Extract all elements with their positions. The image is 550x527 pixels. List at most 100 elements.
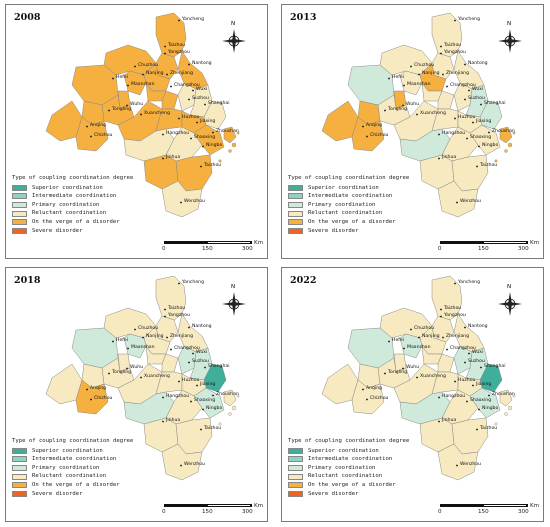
city-dot (178, 117, 180, 120)
city-label: Tongling (112, 370, 132, 375)
legend-label: Primary coordination (32, 201, 100, 208)
city-label: Tongling (112, 107, 132, 112)
legend-item: Reluctant coordination (288, 209, 409, 218)
legend-swatch (12, 456, 27, 463)
island-shape (494, 159, 498, 163)
city-dot (126, 367, 128, 370)
city-label: Tongling (388, 107, 408, 112)
city-label: Taizhou (444, 43, 462, 48)
city-dot (456, 201, 458, 204)
city-dot (86, 388, 88, 391)
map-panel-2013: Yancheng Taizhou Nantong Chuzhou Yangzhou Nan… (281, 4, 544, 259)
legend-item: On the verge of a disorder (12, 218, 133, 227)
city-dot (200, 165, 202, 168)
city-dot (142, 73, 144, 76)
city-dot (438, 396, 440, 399)
city-dot (127, 347, 129, 350)
legend-label: On the verge of a disorder (32, 481, 120, 488)
city-label: Shaoxing (470, 398, 492, 403)
city-label: Wuxi (472, 350, 484, 355)
city-dot (442, 73, 444, 76)
city-label: Wenzhou (184, 199, 206, 204)
legend-swatch (288, 465, 303, 472)
city-dot (472, 384, 474, 387)
legend-item: Intermediate coordination (12, 192, 133, 201)
island-shape (228, 412, 232, 416)
city-dot (162, 133, 164, 136)
legend: Type of coupling coordination degree Supe… (12, 174, 133, 235)
region-map (321, 275, 516, 481)
legend-label: On the verge of a disorder (32, 218, 120, 225)
map-panel-2008: Yancheng Taizhou Nantong Chuzhou Yangzhou Nan… (5, 4, 268, 259)
region-changzhou (161, 90, 179, 110)
city-dot (212, 131, 214, 134)
city-label: Jinhua (442, 155, 457, 160)
city-label: Yancheng (458, 280, 480, 285)
city-dot (90, 398, 92, 401)
city-label: Hangzhou (442, 131, 466, 136)
city-label: Ningbo (206, 143, 223, 148)
city-dot (416, 376, 418, 379)
legend-item: Intermediate coordination (288, 455, 409, 464)
legend-swatch (288, 227, 303, 234)
legend-item: Severe disorder (12, 490, 133, 499)
city-dot (190, 400, 192, 403)
city-label: Chizhou (370, 133, 389, 138)
scale-bar: 0 150 300 Km (158, 500, 264, 520)
city-label: Ningbo (482, 143, 499, 148)
island-shape (228, 149, 232, 153)
city-label: Maanshan (131, 345, 155, 350)
legend-label: Severe disorder (308, 227, 359, 234)
legend-swatch (12, 482, 27, 489)
city-dot (403, 84, 405, 87)
city-label: Wuxi (196, 87, 208, 92)
city-label: Nanjing (146, 71, 164, 76)
city-label: Wuhu (406, 102, 420, 107)
legend-swatch (12, 465, 27, 472)
city-label: Huzhou (458, 378, 476, 383)
city-dot (112, 77, 114, 80)
city-dot (488, 131, 490, 134)
city-dot (164, 315, 166, 318)
legend-swatch (288, 456, 303, 463)
legend-label: Superior coordination (32, 184, 103, 191)
city-dot (140, 376, 142, 379)
legend-label: Intermediate coordination (308, 193, 393, 200)
island-shape (236, 131, 240, 135)
city-label: Suzhou (192, 96, 209, 101)
city-label: Wuhu (406, 365, 420, 370)
city-label: Yancheng (182, 280, 204, 285)
panel-year: 2013 (290, 12, 317, 23)
city-label: Hangzhou (442, 394, 466, 399)
city-label: Chuzhou (138, 63, 159, 68)
panel-year: 2022 (290, 275, 317, 286)
region-zhoushan (223, 126, 237, 144)
city-label: Zhenjiang (170, 71, 193, 76)
city-label: Anqing (366, 123, 383, 128)
city-label: Nanjing (146, 334, 164, 339)
city-dot (402, 104, 404, 107)
city-label: Nantong (468, 324, 488, 329)
scale-bar-graphic (164, 241, 252, 244)
scale-bar: 0 150 300 Km (158, 237, 264, 257)
city-dot (442, 336, 444, 339)
city-dot (488, 394, 490, 397)
scale-bar: 0 150 300 Km (434, 500, 540, 520)
city-label: Yancheng (458, 17, 480, 22)
city-label: Changzhou (174, 83, 200, 88)
legend-label: On the verge of a disorder (308, 481, 396, 488)
city-label: Jiaxing (200, 382, 216, 387)
legend-item: Superior coordination (288, 447, 409, 456)
city-label: Huzhou (182, 115, 200, 120)
legend-item: Primary coordination (12, 201, 133, 210)
region-map (321, 12, 516, 218)
scale-unit: Km (254, 503, 264, 509)
city-dot (454, 380, 456, 383)
city-dot (438, 420, 440, 423)
city-dot (478, 408, 480, 411)
city-dot (200, 428, 202, 431)
panel-year: 2008 (14, 12, 41, 23)
region-wuhu (101, 357, 135, 389)
legend-swatch (288, 473, 303, 480)
city-dot (164, 52, 166, 55)
